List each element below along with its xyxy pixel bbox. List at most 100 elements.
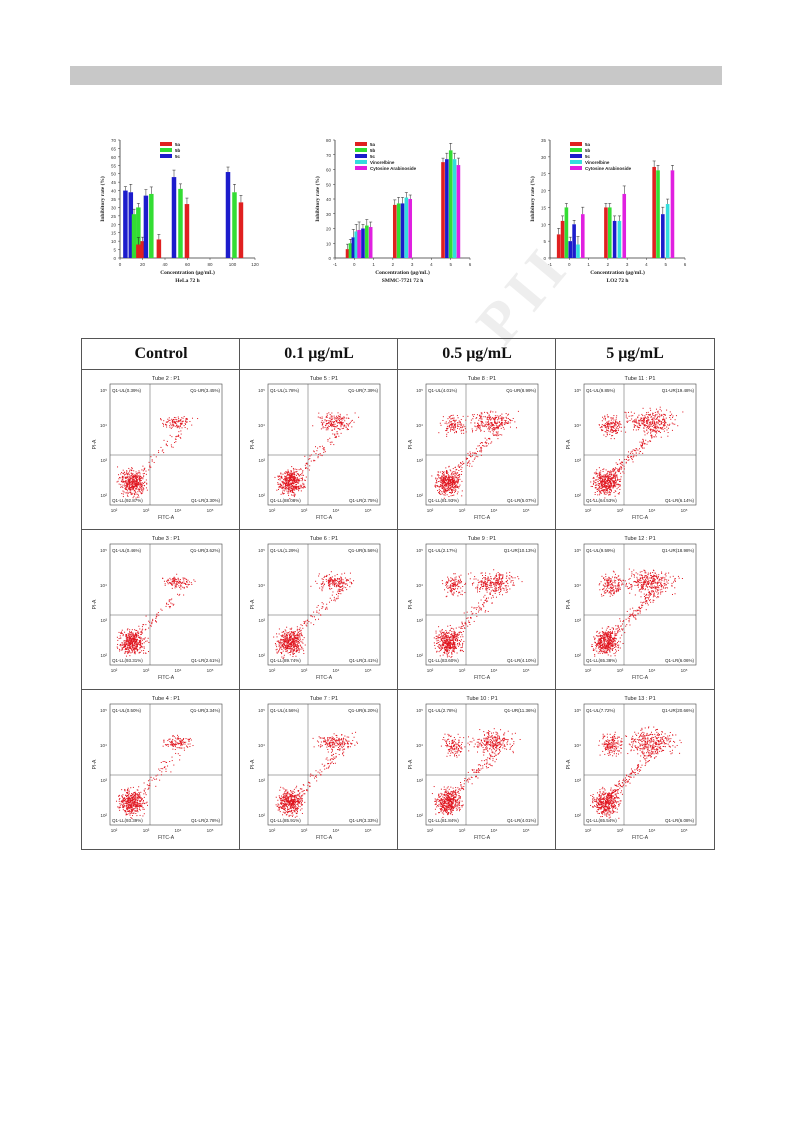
scatter-point (129, 476, 131, 478)
bar (178, 188, 183, 258)
scatter-point (122, 484, 124, 486)
scatter-point (298, 488, 300, 490)
scatter-point (517, 410, 519, 412)
bar (184, 204, 190, 258)
scatter-point (333, 582, 335, 584)
scatter-point (124, 481, 126, 483)
scatter-point (601, 486, 603, 488)
scatter-point (445, 488, 447, 490)
scatter-point (620, 430, 622, 432)
scatter-point (142, 491, 144, 493)
scatter-point (661, 414, 663, 416)
scatter-point (595, 487, 597, 489)
scatter-point (608, 494, 610, 496)
scatter-point (141, 632, 143, 634)
scatter-point (294, 471, 296, 473)
scatter-point (444, 476, 446, 478)
scatter-point (649, 440, 651, 442)
bar (357, 229, 361, 258)
scatter-point (172, 420, 174, 422)
scatter-point (179, 593, 181, 595)
scatter-point (616, 423, 618, 425)
scatter-point (633, 424, 635, 426)
bar (392, 204, 397, 258)
scatter-point (500, 419, 502, 421)
scatter-point (341, 582, 343, 584)
tube-title: Tube 5 : P1 (310, 376, 338, 382)
scatter-point (276, 646, 278, 648)
scatter-point (451, 471, 453, 473)
scatter-point (179, 436, 181, 438)
scatter-point (283, 492, 285, 494)
scatter-point (453, 417, 455, 419)
scatter-point (480, 454, 482, 456)
scatter-point (436, 481, 438, 483)
scatter-point (338, 584, 340, 586)
scatter-point (648, 423, 650, 425)
scatter-point (489, 427, 491, 429)
scatter-point (612, 431, 614, 433)
scatter-point (184, 421, 186, 423)
scatter-point (186, 421, 188, 423)
scatter-point (602, 470, 604, 472)
scatter-point (615, 485, 617, 487)
scatter-point (291, 490, 293, 492)
scatter-point (169, 419, 171, 421)
scatter-point (127, 492, 129, 494)
scatter-point (616, 476, 618, 478)
scatter-point (324, 425, 326, 427)
scatter-point (172, 423, 174, 425)
scatter-point (507, 422, 509, 424)
scatter-point (285, 637, 287, 639)
scatter-point (286, 482, 288, 484)
scatter-point (286, 634, 288, 636)
scatter-point (145, 624, 147, 626)
scatter-point (606, 426, 608, 428)
scatter-point (467, 462, 469, 464)
scatter-point (173, 580, 175, 582)
x-axis-label: FITC-A (158, 515, 175, 521)
scatter-point (482, 426, 484, 428)
scatter-point (608, 484, 610, 486)
y-tick-label: 25 (541, 172, 547, 177)
scatter-point (291, 476, 293, 478)
x-tick-label: 120 (251, 262, 259, 267)
scatter-point (455, 419, 457, 421)
scatter-point (657, 427, 659, 429)
quadrant-ur-label: Q1-UR(5.56%) (348, 548, 378, 553)
scatter-point (659, 406, 661, 408)
scatter-point (619, 426, 621, 428)
scatter-point (473, 458, 475, 460)
y-axis-label: Inhibitory rate (%) (99, 176, 106, 222)
y-axis-label: PI-A (408, 439, 414, 449)
scatter-point (662, 428, 664, 430)
scatter-point (295, 481, 297, 483)
scatter-point (476, 425, 478, 427)
scatter-point (599, 475, 601, 477)
quadrant-ul-label: Q1-UL(0.46%) (112, 548, 142, 553)
scatter-point (596, 484, 598, 486)
scatter-point (186, 578, 188, 580)
scatter-point (664, 419, 666, 421)
scatter-point (447, 418, 449, 420)
scatter-point (302, 648, 304, 650)
scatter-point (672, 423, 674, 425)
scatter-point (492, 411, 494, 413)
scatter-point (326, 413, 328, 415)
scatter-point (286, 471, 288, 473)
x-tick-label: -1 (333, 262, 337, 267)
x-tick-label: 20 (140, 262, 146, 267)
scatter-point (647, 417, 649, 419)
scatter-point (306, 625, 308, 627)
scatter-point (460, 465, 462, 467)
scatter-point (609, 426, 611, 428)
scatter-point (293, 645, 295, 647)
scatter-point (507, 414, 509, 416)
scatter-point (346, 423, 348, 425)
y-tick-label: 10³ (416, 618, 423, 623)
scatter-point (603, 418, 605, 420)
scatter-point (129, 648, 131, 650)
scatter-point (448, 477, 450, 479)
scatter-point (283, 642, 285, 644)
scatter-point (618, 469, 620, 471)
